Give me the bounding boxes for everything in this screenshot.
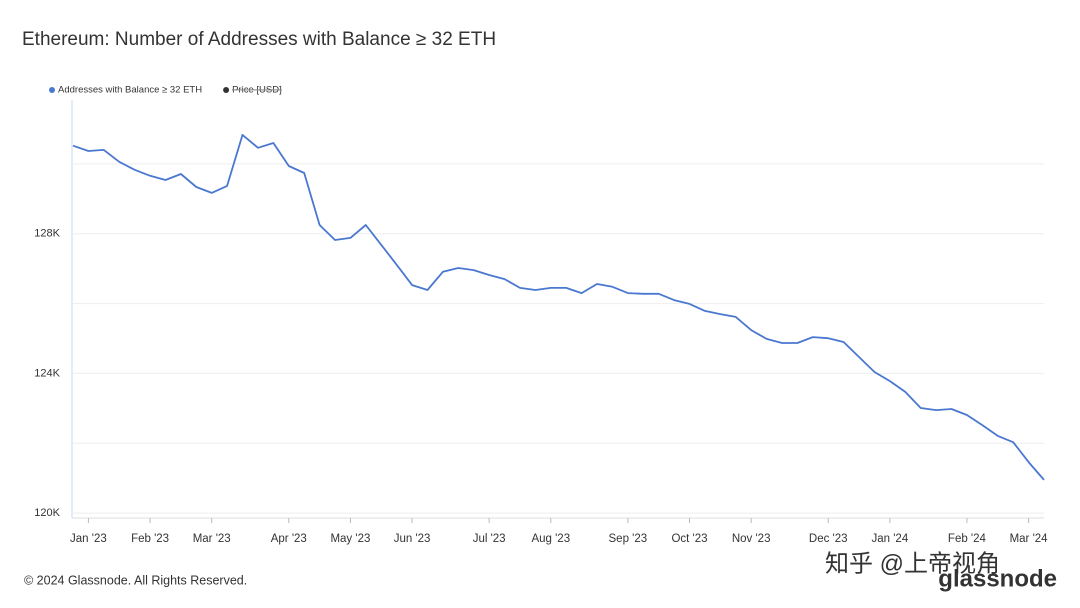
legend-marker — [49, 87, 55, 93]
x-tick-label: Jan '24 — [872, 533, 909, 545]
x-tick-label: Oct '23 — [671, 533, 707, 545]
x-tick-label: Jul '23 — [473, 533, 506, 545]
x-tick-label: Dec '23 — [809, 533, 848, 545]
legend-label: Addresses with Balance ≥ 32 ETH — [58, 85, 202, 96]
watermark: 知乎 @上帝视角 — [825, 550, 1000, 577]
x-tick-label: Aug '23 — [531, 533, 570, 545]
y-tick-label: 124K — [34, 367, 60, 379]
x-tick-label: Feb '24 — [948, 533, 987, 545]
series-line — [72, 134, 1045, 481]
x-tick-label: Feb '23 — [131, 533, 169, 545]
y-tick-label: 120K — [34, 507, 60, 519]
y-tick-label: 128K — [34, 228, 60, 240]
x-tick-label: Mar '24 — [1010, 533, 1049, 545]
x-tick-label: Jun '23 — [394, 533, 431, 545]
x-tick-label: Jan '23 — [70, 533, 107, 545]
chart-title: Ethereum: Number of Addresses with Balan… — [22, 29, 496, 50]
x-tick-label: May '23 — [330, 533, 370, 545]
logo: glassnode — [938, 565, 1057, 592]
footer: © 2024 Glassnode. All Rights Reserved. — [24, 573, 247, 587]
x-tick-label: Apr '23 — [271, 533, 307, 545]
x-tick-label: Sep '23 — [609, 533, 648, 545]
x-tick-label: Nov '23 — [732, 533, 771, 545]
x-tick-label: Mar '23 — [193, 533, 231, 545]
legend-marker — [223, 87, 230, 93]
